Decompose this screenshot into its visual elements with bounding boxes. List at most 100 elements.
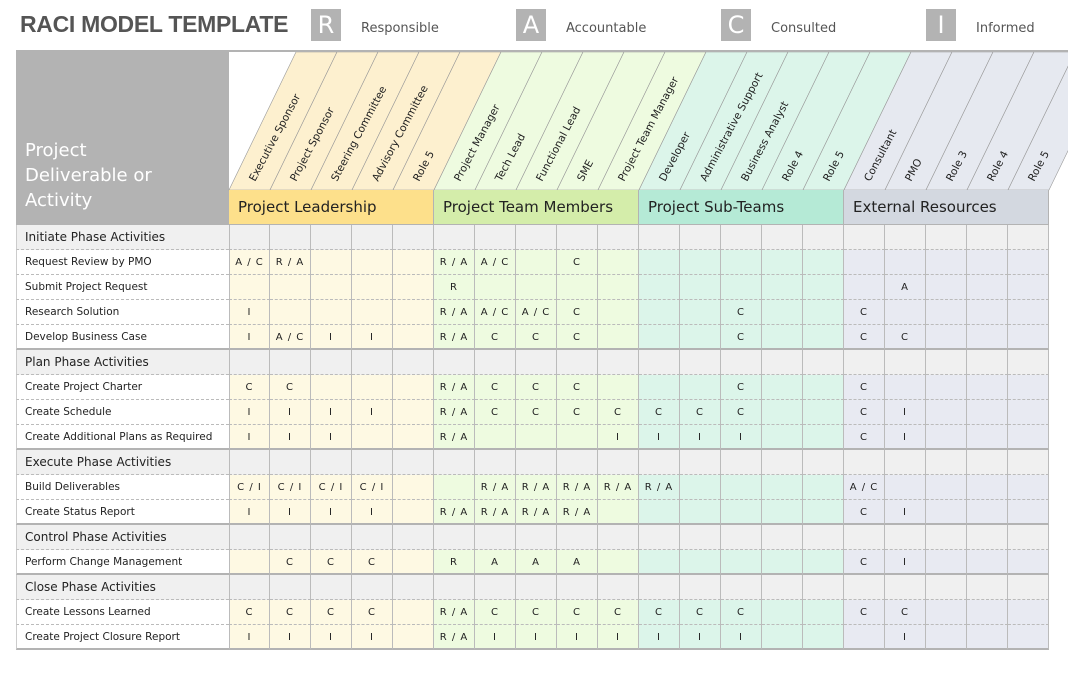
raci-cell[interactable]: C: [844, 500, 885, 525]
raci-cell[interactable]: [639, 250, 680, 275]
raci-cell[interactable]: [680, 250, 721, 275]
raci-cell[interactable]: [639, 575, 680, 600]
raci-cell[interactable]: [393, 525, 434, 550]
raci-cell[interactable]: [721, 525, 762, 550]
raci-cell[interactable]: I: [270, 400, 311, 425]
raci-cell[interactable]: [311, 350, 352, 375]
raci-cell[interactable]: [926, 525, 967, 550]
raci-cell[interactable]: [393, 500, 434, 525]
raci-cell[interactable]: [680, 500, 721, 525]
raci-cell[interactable]: [434, 225, 475, 250]
raci-cell[interactable]: C: [557, 600, 598, 625]
raci-cell[interactable]: C: [311, 550, 352, 575]
raci-cell[interactable]: C: [844, 400, 885, 425]
raci-cell[interactable]: C: [598, 400, 639, 425]
raci-cell[interactable]: [803, 275, 844, 300]
raci-cell[interactable]: [639, 325, 680, 350]
raci-cell[interactable]: [352, 575, 393, 600]
raci-cell[interactable]: [475, 425, 516, 450]
raci-cell[interactable]: [926, 350, 967, 375]
raci-cell[interactable]: R / A: [434, 600, 475, 625]
raci-cell[interactable]: [352, 300, 393, 325]
raci-cell[interactable]: [393, 600, 434, 625]
raci-cell[interactable]: [844, 525, 885, 550]
raci-cell[interactable]: [803, 225, 844, 250]
raci-cell[interactable]: [639, 225, 680, 250]
raci-cell[interactable]: C: [352, 600, 393, 625]
raci-cell[interactable]: I: [352, 400, 393, 425]
raci-cell[interactable]: [680, 450, 721, 475]
raci-cell[interactable]: I: [229, 325, 270, 350]
raci-cell[interactable]: [352, 350, 393, 375]
raci-cell[interactable]: R / A: [270, 250, 311, 275]
raci-cell[interactable]: [926, 450, 967, 475]
raci-cell[interactable]: [1008, 275, 1049, 300]
raci-cell[interactable]: [803, 300, 844, 325]
raci-cell[interactable]: C: [844, 300, 885, 325]
raci-cell[interactable]: [926, 625, 967, 650]
raci-cell[interactable]: [516, 275, 557, 300]
raci-cell[interactable]: A / C: [844, 475, 885, 500]
raci-cell[interactable]: C: [270, 550, 311, 575]
raci-cell[interactable]: R / A: [434, 300, 475, 325]
raci-cell[interactable]: [516, 525, 557, 550]
raci-cell[interactable]: [434, 350, 475, 375]
raci-cell[interactable]: [926, 275, 967, 300]
raci-cell[interactable]: C: [885, 600, 926, 625]
raci-cell[interactable]: C: [475, 325, 516, 350]
raci-cell[interactable]: [762, 575, 803, 600]
raci-cell[interactable]: [1008, 250, 1049, 275]
raci-cell[interactable]: [229, 225, 270, 250]
raci-cell[interactable]: A / C: [270, 325, 311, 350]
raci-cell[interactable]: R / A: [434, 325, 475, 350]
raci-cell[interactable]: [639, 550, 680, 575]
raci-cell[interactable]: [311, 275, 352, 300]
raci-cell[interactable]: C: [844, 550, 885, 575]
raci-cell[interactable]: [557, 525, 598, 550]
raci-cell[interactable]: R / A: [434, 625, 475, 650]
raci-cell[interactable]: I: [598, 625, 639, 650]
raci-cell[interactable]: I: [352, 500, 393, 525]
raci-cell[interactable]: [1008, 225, 1049, 250]
raci-cell[interactable]: [352, 525, 393, 550]
raci-cell[interactable]: [844, 250, 885, 275]
raci-cell[interactable]: C: [721, 325, 762, 350]
raci-cell[interactable]: I: [598, 425, 639, 450]
raci-cell[interactable]: C: [229, 375, 270, 400]
raci-cell[interactable]: I: [557, 625, 598, 650]
raci-cell[interactable]: [967, 525, 1008, 550]
raci-cell[interactable]: I: [311, 500, 352, 525]
raci-cell[interactable]: [598, 275, 639, 300]
raci-cell[interactable]: [967, 325, 1008, 350]
raci-cell[interactable]: C: [844, 375, 885, 400]
raci-cell[interactable]: [516, 450, 557, 475]
raci-cell[interactable]: [352, 250, 393, 275]
raci-cell[interactable]: A: [557, 550, 598, 575]
raci-cell[interactable]: [270, 275, 311, 300]
raci-cell[interactable]: C: [557, 325, 598, 350]
raci-cell[interactable]: I: [885, 550, 926, 575]
raci-cell[interactable]: [844, 450, 885, 475]
raci-cell[interactable]: [967, 225, 1008, 250]
raci-cell[interactable]: [967, 550, 1008, 575]
raci-cell[interactable]: [393, 475, 434, 500]
raci-cell[interactable]: I: [270, 625, 311, 650]
raci-cell[interactable]: [1008, 625, 1049, 650]
raci-cell[interactable]: [967, 425, 1008, 450]
raci-cell[interactable]: C / I: [229, 475, 270, 500]
raci-cell[interactable]: [803, 400, 844, 425]
raci-cell[interactable]: I: [229, 500, 270, 525]
raci-cell[interactable]: I: [311, 325, 352, 350]
raci-cell[interactable]: [967, 250, 1008, 275]
raci-cell[interactable]: [1008, 550, 1049, 575]
raci-cell[interactable]: [598, 500, 639, 525]
raci-cell[interactable]: [803, 375, 844, 400]
raci-cell[interactable]: [762, 550, 803, 575]
raci-cell[interactable]: R / A: [434, 500, 475, 525]
raci-cell[interactable]: [721, 275, 762, 300]
raci-cell[interactable]: A / C: [516, 300, 557, 325]
raci-cell[interactable]: [844, 625, 885, 650]
raci-cell[interactable]: [475, 575, 516, 600]
raci-cell[interactable]: [311, 225, 352, 250]
raci-cell[interactable]: [393, 250, 434, 275]
